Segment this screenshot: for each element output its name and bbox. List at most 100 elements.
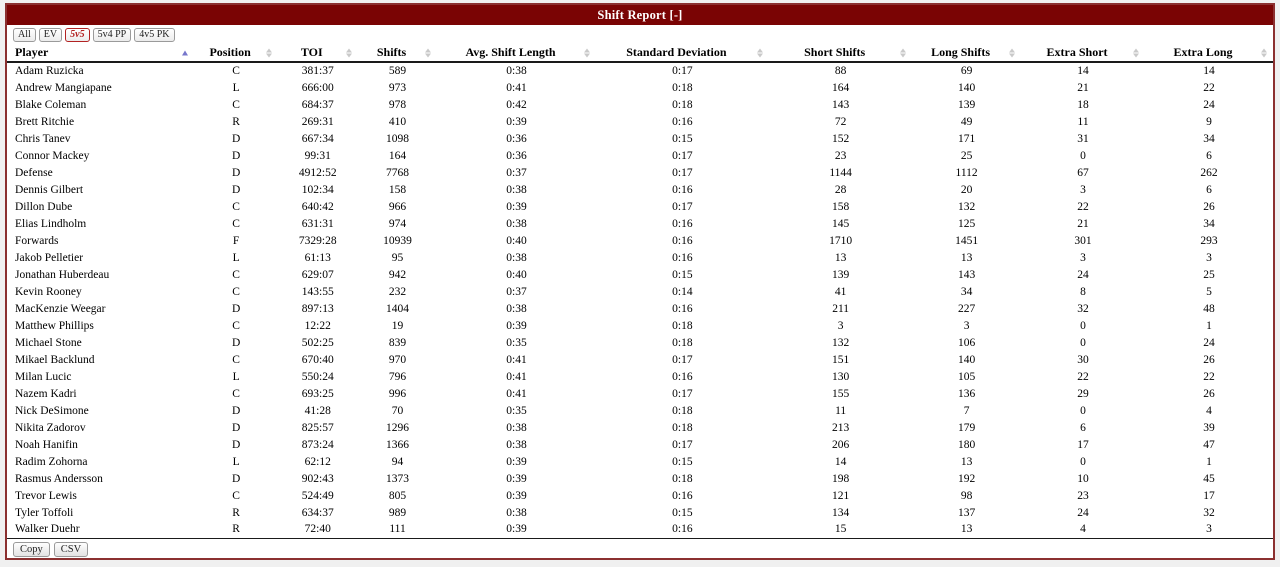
sort-down-triangle (583, 53, 590, 57)
filter-all-button[interactable]: All (13, 28, 36, 42)
cell-position: C (232, 200, 240, 213)
column-header-extra-long[interactable]: Extra Long (1145, 44, 1273, 63)
cell-extra-short: 301 (1074, 234, 1092, 247)
column-header-position[interactable]: Position (194, 44, 278, 63)
cell-extra-long: 25 (1203, 268, 1215, 281)
sort-both-icon (1009, 48, 1016, 57)
cell-extra-long: 262 (1200, 166, 1218, 179)
cell-short-shifts: 23 (834, 149, 847, 162)
cell-long-shifts: 227 (957, 302, 976, 315)
cell-avg-shift-length: 0:39 (506, 115, 527, 128)
column-header-player[interactable]: Player (7, 44, 195, 63)
cell-extra-short: 3 (1080, 251, 1086, 264)
cell-long-shifts: 125 (957, 217, 976, 230)
cell-toi: 7329:28 (298, 234, 337, 247)
cell-toi: 4912:52 (298, 166, 337, 179)
sort-up-triangle (1261, 48, 1267, 52)
cell-extra-long: 24 (1203, 336, 1215, 349)
cell-toi: 670:40 (301, 353, 334, 366)
cell-short-shifts: 72 (834, 115, 847, 128)
cell-extra-short: 67 (1077, 166, 1089, 179)
table-row: Chris Tanev D 667:34 1098 0:36 0:15 152 171 31 34 (7, 130, 1273, 147)
cell-player: Radim Zohorna (15, 455, 88, 468)
cell-extra-long: 47 (1203, 438, 1215, 451)
cell-standard-deviation: 0:16 (672, 183, 693, 196)
table-row: Noah Hanifin D 873:24 1366 0:38 0:17 206 180 17 4… (7, 436, 1273, 453)
cell-toi: 99:31 (304, 149, 331, 162)
cell-avg-shift-length: 0:40 (506, 268, 527, 281)
cell-player: Brett Ritchie (15, 115, 75, 128)
sort-up-triangle (1133, 48, 1140, 52)
cell-avg-shift-length: 0:39 (506, 200, 527, 213)
cell-short-shifts: 13 (834, 251, 847, 264)
table-row: Walker Duehr R 72:40 111 0:39 0:16 15 13 4 3 (7, 521, 1273, 538)
cell-extra-long: 45 (1203, 472, 1215, 485)
cell-toi: 550:24 (301, 370, 334, 383)
table-row: Matthew Phillips C 12:22 19 0:39 0:18 3 3 0 1 (7, 317, 1273, 334)
cell-extra-long: 14 (1203, 65, 1215, 77)
cell-standard-deviation: 0:15 (672, 268, 693, 281)
cell-position: C (232, 319, 240, 332)
cell-extra-long: 26 (1203, 387, 1215, 400)
cell-shifts: 410 (388, 115, 407, 128)
filter-4v5pk-button[interactable]: 4v5 PK (134, 28, 175, 42)
table-row: Connor Mackey D 99:31 164 0:36 0:17 23 25 0 6 (7, 147, 1273, 164)
cell-avg-shift-length: 0:37 (506, 166, 527, 179)
table-row: Forwards F 7329:28 10939 0:40 0:16 1710 1451 301… (7, 232, 1273, 249)
sort-both-icon (345, 48, 352, 57)
cell-avg-shift-length: 0:38 (506, 183, 527, 196)
cell-extra-short: 10 (1077, 472, 1089, 485)
filter-5v5-button[interactable]: 5v5 (65, 28, 90, 42)
column-header-toi[interactable]: TOI (277, 44, 358, 63)
cell-toi: 41:28 (304, 404, 331, 417)
cell-extra-short: 6 (1080, 421, 1086, 434)
sort-up-triangle (583, 48, 590, 52)
cell-short-shifts: 41 (834, 285, 847, 298)
column-header-long-shifts[interactable]: Long Shifts (912, 44, 1022, 63)
sort-up-triangle (265, 48, 272, 52)
cell-extra-long: 39 (1203, 421, 1215, 434)
cell-extra-short: 22 (1077, 370, 1089, 383)
cell-player: Rasmus Andersson (15, 472, 103, 485)
cell-toi: 502:25 (301, 336, 334, 349)
sort-both-icon (1261, 48, 1267, 57)
cell-short-shifts: 121 (831, 489, 850, 502)
cell-position: D (231, 132, 241, 145)
cell-standard-deviation: 0:16 (672, 370, 693, 383)
cell-position: R (232, 506, 240, 519)
cell-standard-deviation: 0:15 (672, 455, 693, 468)
cell-standard-deviation: 0:18 (672, 404, 693, 417)
column-header-extra-short[interactable]: Extra Short (1021, 44, 1146, 63)
panel-titlebar[interactable]: Shift Report [-] (7, 5, 1273, 25)
copy-button[interactable]: Copy (13, 541, 50, 557)
cell-avg-shift-length: 0:38 (506, 217, 527, 230)
column-header-standard-deviation[interactable]: Standard Deviation (595, 44, 770, 63)
cell-short-shifts: 132 (831, 336, 850, 349)
cell-shifts: 978 (388, 98, 407, 111)
cell-short-shifts: 14 (834, 455, 847, 468)
header-row: Player Position TOI Shifts Avg. Shift Length… (7, 44, 1273, 63)
cell-avg-shift-length: 0:41 (506, 370, 527, 383)
cell-position: D (231, 438, 241, 451)
cell-position: D (231, 472, 241, 485)
export-toolbar: Copy CSV (7, 539, 1273, 557)
cell-extra-short: 11 (1077, 115, 1089, 128)
cell-long-shifts: 137 (957, 506, 976, 519)
cell-position: C (232, 217, 240, 230)
table-row: Nazem Kadri C 693:25 996 0:41 0:17 155 136 29 26 (7, 385, 1273, 402)
cell-player: Trevor Lewis (15, 489, 77, 502)
column-header-short-shifts[interactable]: Short Shifts (769, 44, 913, 63)
cell-shifts: 1098 (386, 132, 410, 145)
filter-5v4pp-button[interactable]: 5v4 PP (92, 28, 132, 42)
cell-shifts: 839 (388, 336, 407, 349)
cell-extra-short: 17 (1077, 438, 1089, 451)
cell-toi: 902:43 (301, 472, 334, 485)
column-header-avg-shift-length[interactable]: Avg. Shift Length (437, 44, 596, 63)
filter-ev-button[interactable]: EV (38, 28, 63, 42)
cell-avg-shift-length: 0:39 (506, 472, 527, 485)
column-header-shifts[interactable]: Shifts (357, 44, 438, 63)
csv-button[interactable]: CSV (53, 541, 89, 557)
cell-toi: 825:57 (301, 421, 334, 434)
cell-long-shifts: 179 (957, 421, 976, 434)
table-row: Dennis Gilbert D 102:34 158 0:38 0:16 28 20 3 6 (7, 181, 1273, 198)
